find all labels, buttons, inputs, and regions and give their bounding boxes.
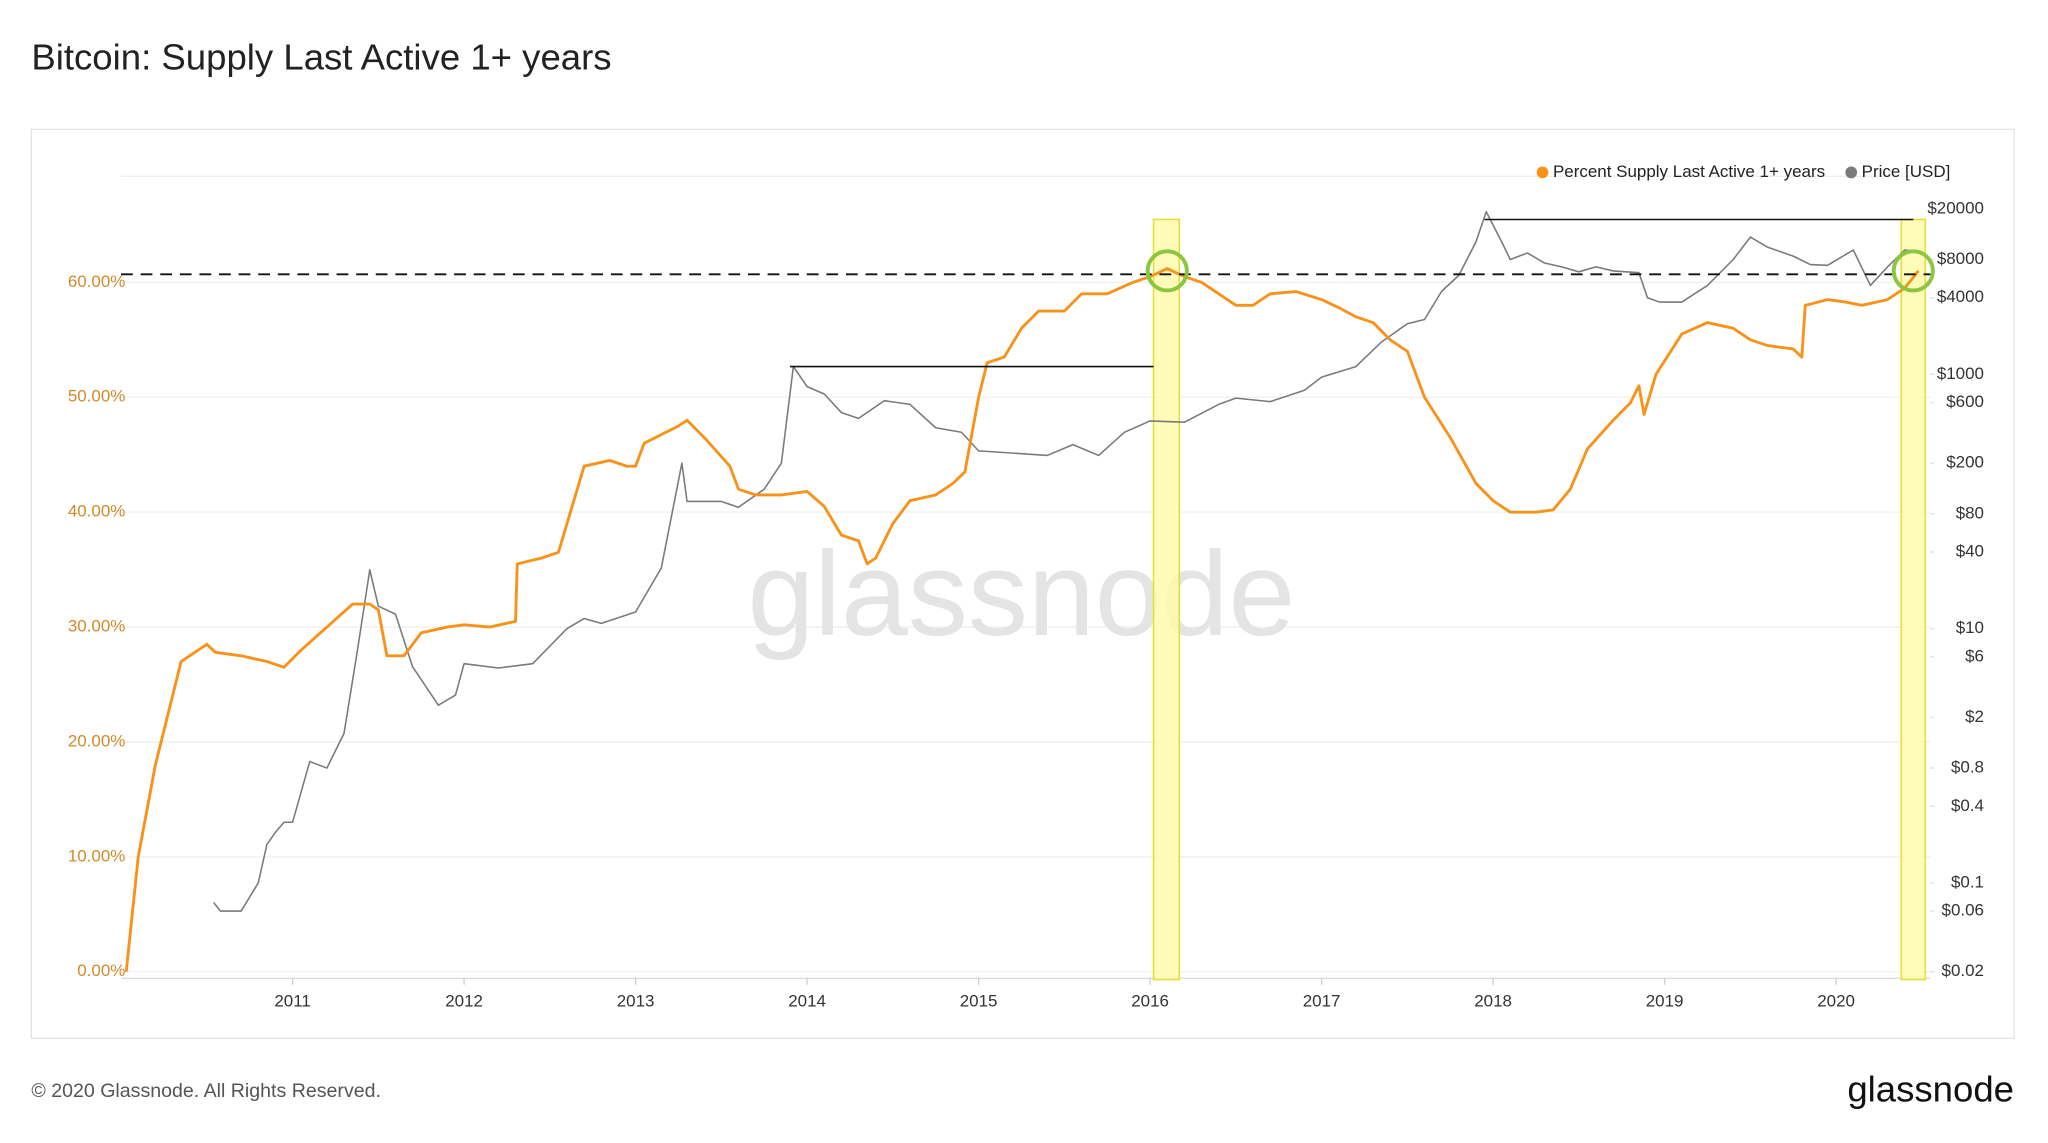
y2-tick-label: $40 [1956,542,1984,561]
y2-tick-label: $10 [1956,618,1984,637]
series-line [213,210,1922,912]
y2-tick-label: $200 [1946,453,1984,472]
x-tick-label: 2013 [617,991,655,1010]
y-tick-label: 30.00% [68,617,126,636]
y2-tick-label: $80 [1956,503,1984,522]
chart-title: Bitcoin: Supply Last Active 1+ years [31,37,611,78]
y2-tick-label: $600 [1946,392,1984,411]
y2-tick-label: $1000 [1937,364,1984,383]
series-line [124,267,1920,972]
y2-tick-label: $6 [1965,646,1984,665]
y2-tick-label: $0.4 [1951,796,1984,815]
legend-label: Percent Supply Last Active 1+ years [1553,162,1825,181]
y2-tick-label: $4000 [1937,287,1984,306]
x-tick-label: 2011 [274,991,311,1010]
x-tick-label: 2017 [1303,991,1341,1010]
chart-panel [30,128,2015,1040]
x-tick-label: 2014 [788,991,826,1010]
y2-tick-label: $0.1 [1951,872,1984,891]
y-tick-label: 0.00% [77,961,125,980]
y-tick-label: 60.00% [68,272,126,291]
y2-tick-label: $0.06 [1942,901,1984,920]
legend-marker [1536,166,1549,179]
x-tick-label: 2016 [1131,991,1169,1010]
highlight-circle [1145,249,1189,293]
x-tick-label: 2018 [1474,991,1512,1010]
y-tick-label: 20.00% [68,731,126,750]
y2-tick-label: $0.02 [1942,961,1984,980]
x-tick-label: 2012 [445,991,483,1010]
copyright: © 2020 Glassnode. All Rights Reserved. [31,1080,381,1102]
y2-tick-label: $20000 [1927,198,1984,217]
y-tick-label: 40.00% [68,502,126,521]
y-tick-label: 50.00% [68,387,126,406]
y2-tick-label: $0.8 [1951,758,1984,777]
x-tick-label: 2020 [1817,991,1855,1010]
x-tick-label: 2019 [1646,991,1684,1010]
legend-marker [1845,166,1858,179]
y2-tick-label: $8000 [1937,249,1984,268]
watermark: glassnode [747,527,1295,661]
y2-tick-label: $2 [1965,707,1984,726]
highlight-circle [1891,249,1935,293]
x-tick-label: 2015 [960,991,998,1010]
legend-label: Price [USD] [1862,162,1951,181]
highlight-band [1152,218,1181,981]
logo: glassnode [1847,1069,2014,1110]
highlight-band [1900,218,1927,981]
y-tick-label: 10.00% [68,846,126,865]
